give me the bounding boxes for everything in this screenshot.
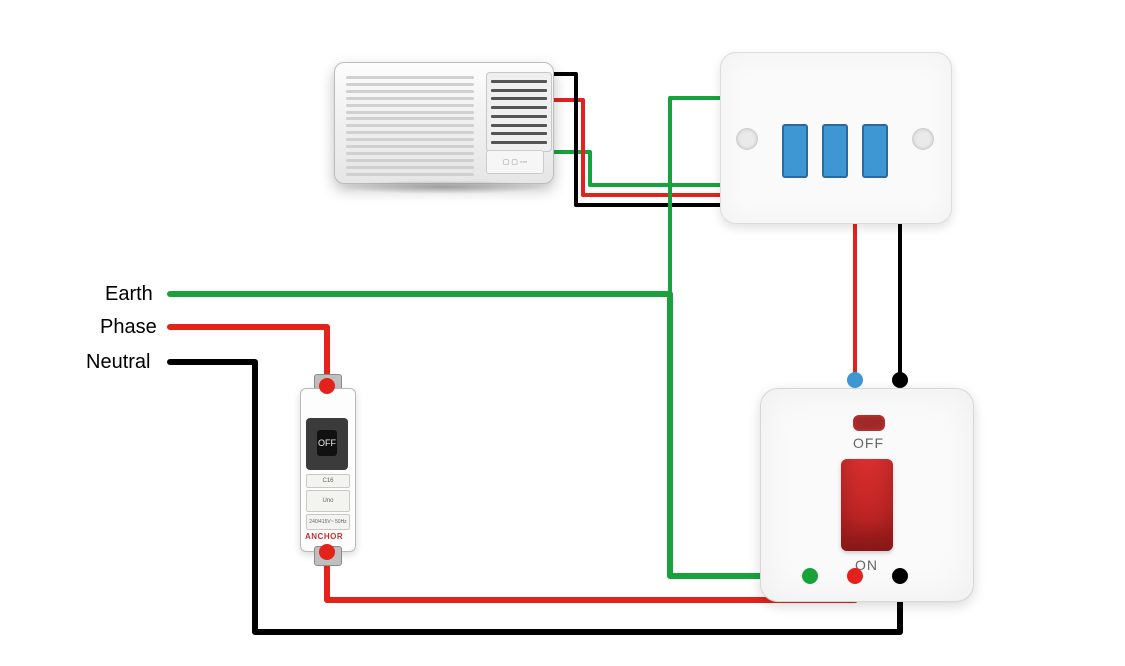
ac-louver (346, 173, 474, 176)
terminal-dot (319, 544, 335, 560)
terminal-dot (892, 372, 908, 388)
ac-louver (346, 104, 474, 107)
ac-control-panel: ▢ ▢ ◦◦◦ (486, 150, 544, 174)
ac-louver (346, 76, 474, 79)
ac-louver (346, 152, 474, 155)
ac-louver (346, 166, 474, 169)
ac-louver (346, 138, 474, 141)
terminal-dot (802, 568, 818, 584)
ac-louvers (342, 70, 478, 182)
ac-louver (346, 117, 474, 120)
switch-off-label: OFF (853, 435, 884, 451)
ac-louver (346, 159, 474, 162)
mcb-spec-label: 240/415V~ 50Hz (306, 514, 350, 530)
socket-terminal-earth (782, 124, 808, 178)
socket-terminal-phase (822, 124, 848, 178)
wire-earth-supply (170, 294, 810, 576)
terminal-dot (319, 378, 335, 394)
ac-shadow (340, 180, 546, 194)
mcb-rating-label: C16 (306, 474, 350, 488)
ac-louver (346, 124, 474, 127)
ac-louver (346, 90, 474, 93)
ac-unit: ▢ ▢ ◦◦◦ (334, 62, 552, 194)
ac-louver (346, 83, 474, 86)
mcb-brand-label: ANCHOR (305, 532, 343, 541)
mcb-toggle-label: OFF (318, 438, 336, 448)
terminal-dot (847, 568, 863, 584)
mcb-series-label: Uno (306, 490, 350, 512)
ac-fan-grille (486, 72, 552, 152)
socket-terminal-neutral (862, 124, 888, 178)
ac-louver (346, 111, 474, 114)
mcb-series-text: Uno (322, 498, 333, 504)
socket-screw-left (736, 128, 758, 150)
diagram-stage: Earth Phase Neutral ▢ ▢ ◦◦◦ OFF ON OFF (0, 0, 1125, 666)
switch-neon-indicator (853, 415, 885, 431)
switch-plate: OFF ON (760, 388, 974, 602)
ac-louver (346, 145, 474, 148)
mcb-breaker: OFF C16 Uno 240/415V~ 50Hz ANCHOR (300, 374, 354, 564)
terminal-dot (847, 372, 863, 388)
mcb-toggle[interactable]: OFF (317, 430, 337, 456)
ac-louver (346, 97, 474, 100)
socket-screw-right (912, 128, 934, 150)
switch-rocker[interactable] (841, 459, 893, 551)
ac-louver (346, 131, 474, 134)
terminal-dot (892, 568, 908, 584)
